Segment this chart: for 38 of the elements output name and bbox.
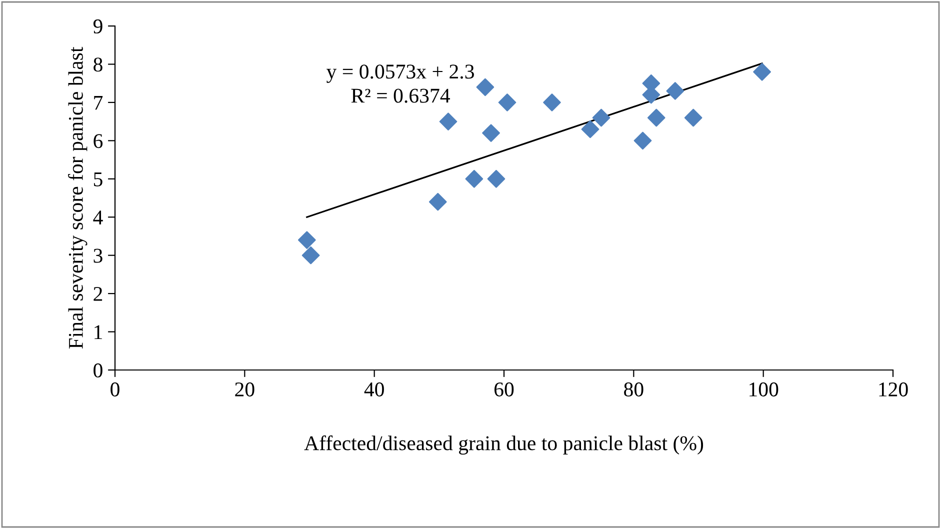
- x-tick-label: 80: [624, 382, 644, 396]
- x-axis-title: Affected/diseased grain due to panicle blast (%): [304, 435, 704, 455]
- y-tick-label: 2: [94, 286, 102, 301]
- annotation: y = 0.0573x + 2.3: [326, 64, 474, 83]
- y-tick-label: 8: [94, 58, 102, 72]
- y-tick-label: 9: [93, 19, 102, 34]
- y-tick-label: 5: [94, 172, 102, 186]
- point: [543, 94, 561, 112]
- point: [647, 108, 666, 127]
- y-tick-label: 3: [94, 248, 102, 263]
- x-tick-label: 40: [364, 382, 384, 396]
- point: [465, 170, 484, 188]
- point: [592, 108, 610, 127]
- point: [302, 246, 320, 264]
- point: [476, 78, 494, 96]
- x-tick-label: 0: [110, 382, 120, 396]
- point: [753, 62, 771, 81]
- point: [581, 120, 600, 138]
- point: [482, 124, 500, 142]
- x-tick-label: 120: [879, 382, 908, 396]
- annotation: R² = 0.6374: [351, 88, 450, 103]
- y-axis-title: Final severity score for panicle blast: [68, 46, 88, 349]
- point: [487, 170, 506, 188]
- y-tick-label: 6: [94, 134, 103, 148]
- x-tick-label: 60: [494, 382, 514, 396]
- point: [298, 231, 316, 249]
- point: [439, 112, 458, 130]
- point: [498, 94, 516, 112]
- y-tick-label: 0: [94, 363, 102, 378]
- point: [428, 192, 447, 211]
- y-tick-label: 4: [93, 210, 103, 224]
- y-tick-label: 1: [94, 325, 102, 340]
- x-tick-label: 20: [235, 382, 254, 396]
- point: [684, 108, 702, 127]
- point: [634, 132, 652, 150]
- point: [666, 82, 684, 100]
- y-tick-label: 7: [94, 96, 103, 110]
- x-tick-label: 100: [750, 382, 778, 396]
